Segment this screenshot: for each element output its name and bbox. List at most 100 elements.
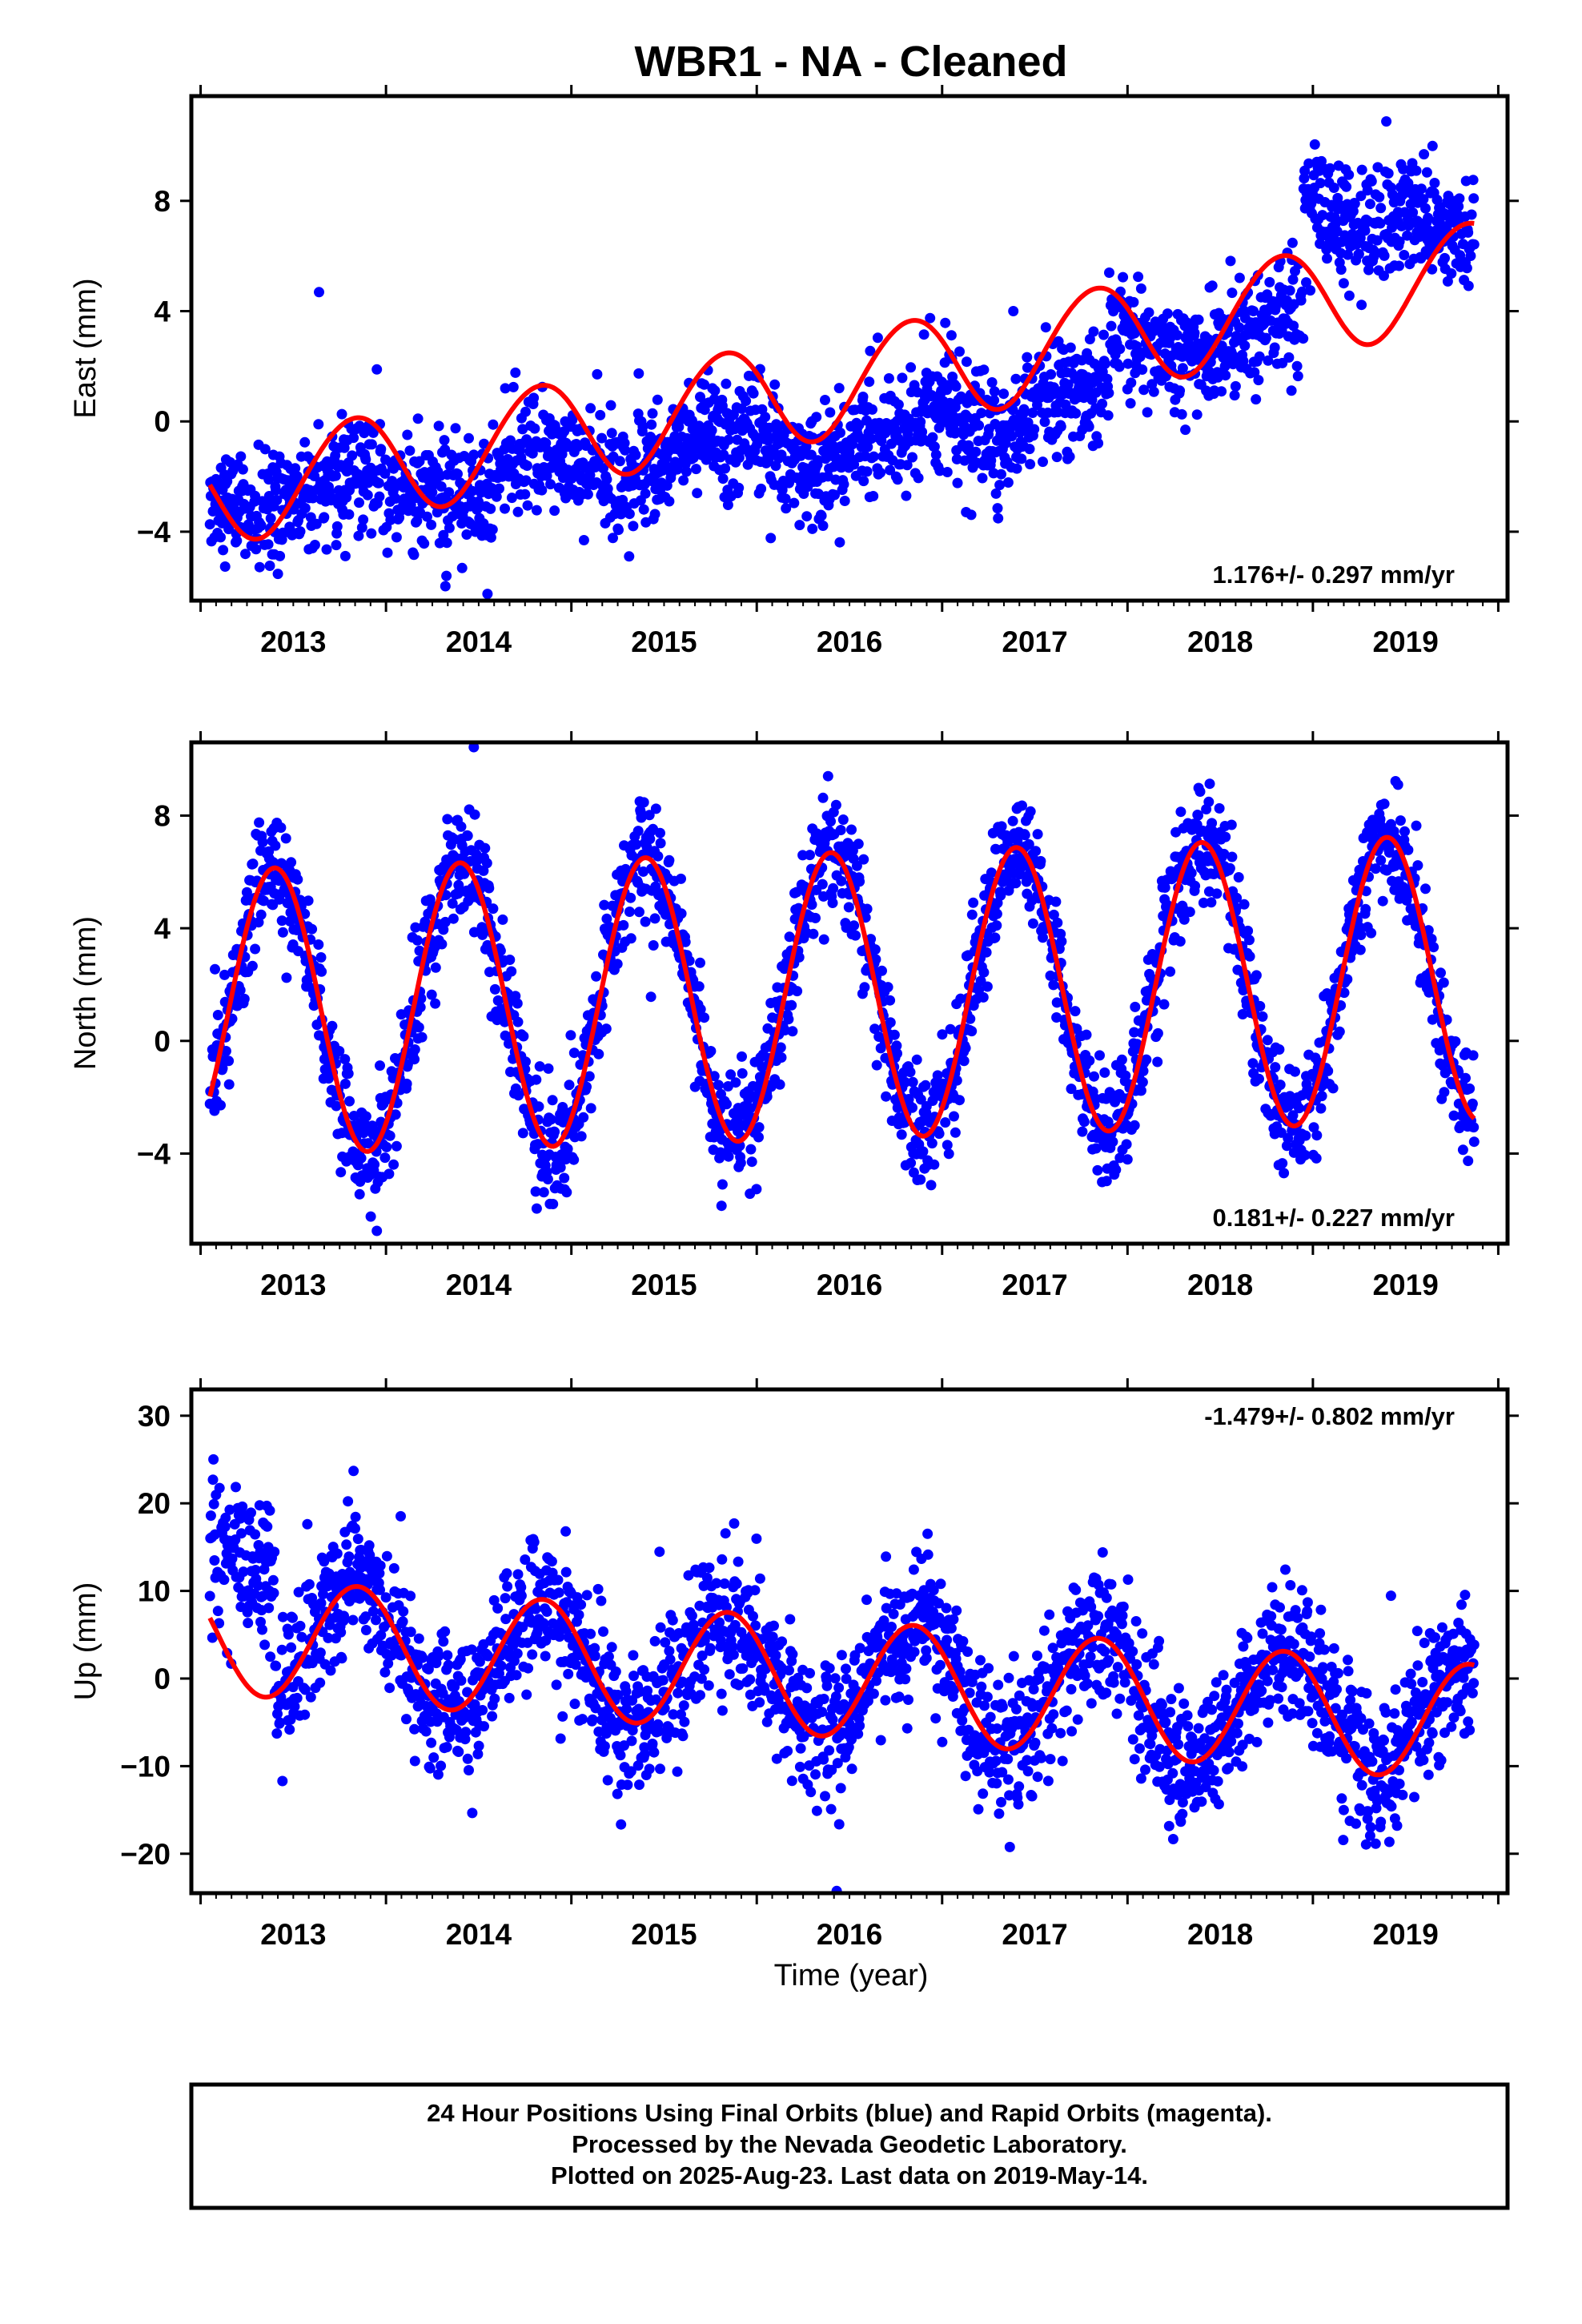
north-data-point	[270, 840, 281, 851]
north-data-point	[1110, 1164, 1122, 1176]
north-data-point	[1434, 1045, 1445, 1055]
up-data-point	[277, 1775, 288, 1787]
east-data-point	[706, 424, 717, 436]
east-data-point	[1263, 355, 1274, 366]
east-data-point	[630, 449, 641, 460]
north-data-point	[806, 899, 817, 911]
east-data-point	[1343, 169, 1355, 180]
east-data-point	[354, 497, 364, 509]
east-data-point	[1359, 225, 1371, 236]
up-data-point	[246, 1507, 256, 1518]
east-data-point	[290, 463, 301, 474]
north-data-point	[355, 1152, 367, 1164]
north-data-point	[1428, 942, 1439, 953]
north-data-point	[442, 814, 453, 825]
east-data-point	[633, 368, 644, 379]
east-data-point	[927, 432, 938, 443]
north-data-point	[950, 1127, 961, 1138]
east-data-point	[794, 520, 805, 531]
north-data-point	[555, 1162, 566, 1173]
up-data-point	[227, 1553, 238, 1564]
north-data-point	[900, 1076, 911, 1088]
north-data-point	[1308, 1122, 1319, 1133]
north-data-point	[282, 898, 293, 909]
east-data-point	[1191, 409, 1203, 420]
north-data-point	[891, 1040, 902, 1051]
east-data-point	[1008, 306, 1019, 316]
east-data-point	[461, 529, 472, 540]
north-data-point	[1254, 1073, 1264, 1084]
east-data-point	[1193, 314, 1204, 325]
east-data-point	[1328, 183, 1339, 193]
chart-title: WBR1 - NA - Cleaned	[634, 38, 1067, 86]
north-data-point	[949, 1111, 959, 1122]
north-data-point	[1342, 974, 1353, 985]
north-data-point	[339, 1078, 351, 1089]
north-data-point	[1070, 1006, 1081, 1017]
east-data-point	[1022, 352, 1033, 363]
east-data-point	[1000, 438, 1011, 448]
east-data-point	[986, 377, 998, 388]
north-data-point	[655, 827, 665, 838]
north-data-point	[365, 1211, 376, 1222]
east-data-point	[1055, 421, 1066, 432]
east-data-point	[566, 472, 577, 484]
up-data-point	[262, 1521, 273, 1532]
north-data-point	[1214, 802, 1225, 814]
north-data-point	[545, 1114, 556, 1125]
east-data-point	[1128, 296, 1139, 308]
east-data-point	[640, 488, 651, 499]
north-data-point	[448, 913, 459, 924]
north-data-point	[917, 1146, 929, 1157]
east-data-point	[865, 433, 877, 444]
east-data-point	[240, 549, 251, 560]
east-data-point	[427, 487, 438, 498]
east-data-point	[1394, 236, 1405, 247]
north-data-point	[655, 838, 666, 849]
east-data-point	[520, 406, 531, 417]
east-data-point	[990, 488, 1002, 499]
east-data-point	[1303, 158, 1315, 169]
north-data-point	[1279, 1168, 1290, 1179]
east-points	[204, 116, 1480, 600]
east-data-point	[1106, 320, 1117, 332]
east-data-point	[970, 446, 982, 457]
north-data-point	[822, 770, 833, 782]
east-data-point	[456, 562, 468, 573]
north-data-point	[381, 1141, 392, 1152]
east-y-axis-label: East (mm)	[69, 278, 102, 418]
north-data-point	[649, 913, 661, 924]
north-data-point	[410, 922, 421, 933]
north-data-point	[632, 826, 644, 837]
east-data-point	[1338, 278, 1349, 289]
north-data-point	[412, 935, 423, 946]
north-data-point	[215, 1100, 226, 1111]
east-data-point	[1102, 373, 1113, 384]
east-data-point	[271, 485, 282, 496]
north-data-point	[631, 839, 642, 850]
up-data-point	[350, 1511, 361, 1522]
east-data-point	[1427, 263, 1438, 275]
north-data-point	[414, 945, 425, 956]
north-data-point	[379, 1152, 391, 1164]
north-data-point	[1203, 796, 1215, 807]
north-data-point	[1141, 1054, 1152, 1065]
east-data-point	[444, 487, 455, 498]
east-data-point	[223, 524, 235, 535]
north-data-point	[892, 1048, 902, 1059]
north-data-point	[932, 1070, 943, 1081]
north-data-point	[625, 892, 636, 903]
east-data-point	[1402, 230, 1413, 241]
up-data-point	[237, 1501, 248, 1512]
east-y-tick-label: −4	[137, 516, 171, 549]
east-data-point	[1439, 252, 1450, 263]
north-data-point	[506, 966, 517, 977]
east-data-point	[1286, 385, 1297, 396]
east-data-point	[1220, 370, 1231, 381]
north-data-point	[915, 1174, 926, 1185]
east-data-point	[1329, 212, 1340, 223]
east-data-point	[1011, 463, 1022, 474]
east-data-point	[1234, 272, 1245, 283]
east-data-point	[709, 393, 720, 404]
